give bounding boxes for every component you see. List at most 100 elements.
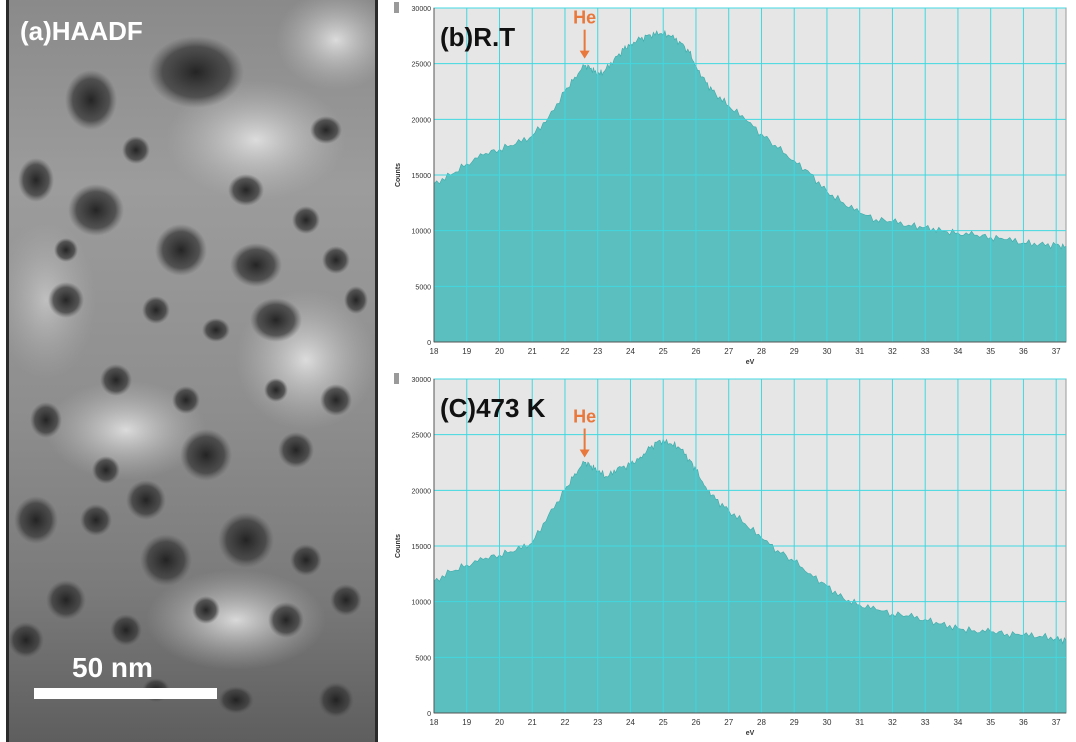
- y-tick-label: 20000: [412, 117, 432, 124]
- x-tick-label: 20: [495, 718, 504, 727]
- window-marker: [394, 373, 399, 384]
- helium-bubble-shape: [30, 402, 62, 438]
- x-axis-label: eV: [746, 730, 755, 737]
- helium-bubble-shape: [92, 456, 120, 484]
- x-tick-label: 28: [757, 718, 766, 727]
- panel-a-label: (a)HAADF: [20, 16, 143, 46]
- x-tick-label: 25: [659, 347, 668, 356]
- helium-bubble-shape: [330, 584, 362, 616]
- y-tick-label: 0: [427, 711, 431, 718]
- he-arrow-icon: [579, 50, 590, 59]
- helium-bubble-shape: [228, 174, 264, 206]
- y-tick-label: 10000: [412, 600, 432, 607]
- x-tick-label: 29: [790, 347, 799, 356]
- y-tick-label: 10000: [412, 229, 432, 236]
- x-tick-label: 21: [528, 347, 537, 356]
- x-tick-label: 31: [855, 718, 864, 727]
- helium-bubble-shape: [310, 116, 342, 144]
- y-tick-label: 25000: [412, 433, 432, 440]
- helium-bubble-shape: [155, 224, 207, 276]
- helium-bubble-shape: [68, 184, 124, 236]
- x-tick-label: 34: [953, 347, 962, 356]
- y-tick-label: 15000: [412, 173, 432, 180]
- x-tick-label: 19: [462, 347, 471, 356]
- x-tick-label: 22: [561, 347, 570, 356]
- x-tick-label: 36: [1019, 347, 1028, 356]
- x-tick-label: 19: [462, 718, 471, 727]
- x-tick-label: 31: [855, 347, 864, 356]
- helium-bubble-shape: [318, 682, 354, 718]
- y-tick-label: 20000: [412, 488, 432, 495]
- x-tick-label: 33: [921, 347, 930, 356]
- rt-panel-title: (b)R.T: [440, 22, 515, 52]
- helium-bubble-shape: [110, 614, 142, 646]
- helium-bubble-shape: [140, 534, 192, 586]
- helium-bubble-shape: [344, 286, 368, 314]
- helium-bubble-shape: [14, 496, 58, 544]
- x-tick-label: 32: [888, 347, 897, 356]
- y-tick-label: 5000: [415, 655, 431, 662]
- x-tick-label: 22: [561, 718, 570, 727]
- x-tick-label: 28: [757, 347, 766, 356]
- x-tick-label: 29: [790, 718, 799, 727]
- x-tick-label: 26: [692, 347, 701, 356]
- x-tick-label: 35: [986, 347, 995, 356]
- y-tick-label: 5000: [415, 284, 431, 291]
- x-tick-label: 27: [724, 347, 733, 356]
- y-axis-label: Counts: [395, 534, 402, 558]
- x-tick-label: 34: [953, 718, 962, 727]
- haadf-panel: (a)HAADF 50 nm: [6, 0, 378, 742]
- helium-bubble-shape: [320, 384, 352, 416]
- y-tick-label: 0: [427, 340, 431, 347]
- helium-bubble-shape: [126, 480, 166, 520]
- helium-bubble-shape: [250, 298, 302, 342]
- helium-bubble-shape: [8, 622, 44, 658]
- x-tick-label: 35: [986, 718, 995, 727]
- y-tick-label: 30000: [412, 6, 432, 13]
- helium-bubble-shape: [172, 386, 200, 414]
- helium-bubble-shape: [192, 596, 220, 624]
- rt-spectrum-area: [433, 29, 1067, 343]
- helium-bubble-shape: [18, 158, 54, 202]
- x-tick-label: 27: [724, 718, 733, 727]
- he-annotation-label: He: [573, 8, 596, 28]
- y-axis-label: Counts: [395, 163, 402, 187]
- helium-bubble-shape: [180, 429, 232, 481]
- x-tick-label: 18: [430, 718, 439, 727]
- helium-bubble-shape: [148, 36, 244, 108]
- spectrum-plot-rt: 18 19 20 21 22 23 24 25 26 27 28 29 30 31 32 33 34 35 36 37…: [394, 2, 1067, 366]
- helium-bubble-shape: [202, 318, 230, 342]
- x-tick-label: 37: [1052, 347, 1061, 356]
- helium-bubble-shape: [322, 246, 350, 274]
- helium-bubble-shape: [80, 504, 112, 536]
- helium-bubble-shape: [142, 296, 170, 324]
- x-tick-label: 32: [888, 718, 897, 727]
- window-marker: [394, 2, 399, 13]
- x-tick-label: 37: [1052, 718, 1061, 727]
- scale-bar: [34, 688, 217, 699]
- helium-bubble-shape: [100, 364, 132, 396]
- x-tick-label: 23: [593, 347, 602, 356]
- helium-bubble-shape: [264, 378, 288, 402]
- he-arrow-icon: [579, 449, 590, 458]
- x-tick-label: 24: [626, 347, 635, 356]
- helium-bubble-shape: [278, 432, 314, 468]
- haadf-micrograph-picture: [6, 0, 378, 742]
- k473-spectrum-area: [433, 438, 1067, 714]
- helium-bubble-shape: [218, 512, 274, 568]
- helium-bubble-shape: [290, 544, 322, 576]
- y-tick-label: 30000: [412, 377, 432, 384]
- x-tick-label: 25: [659, 718, 668, 727]
- x-tick-label: 20: [495, 347, 504, 356]
- x-tick-label: 30: [823, 718, 832, 727]
- helium-bubble-shape: [54, 238, 78, 262]
- he-annotation-label: He: [573, 407, 596, 427]
- helium-bubble-shape: [48, 282, 84, 318]
- helium-bubble-shape: [268, 602, 304, 638]
- helium-bubble-shape: [122, 136, 150, 164]
- y-tick-label: 25000: [412, 62, 432, 69]
- x-tick-label: 18: [430, 347, 439, 356]
- helium-bubble-shape: [65, 70, 117, 130]
- x-tick-label: 33: [921, 718, 930, 727]
- helium-bubble-shape: [292, 206, 320, 234]
